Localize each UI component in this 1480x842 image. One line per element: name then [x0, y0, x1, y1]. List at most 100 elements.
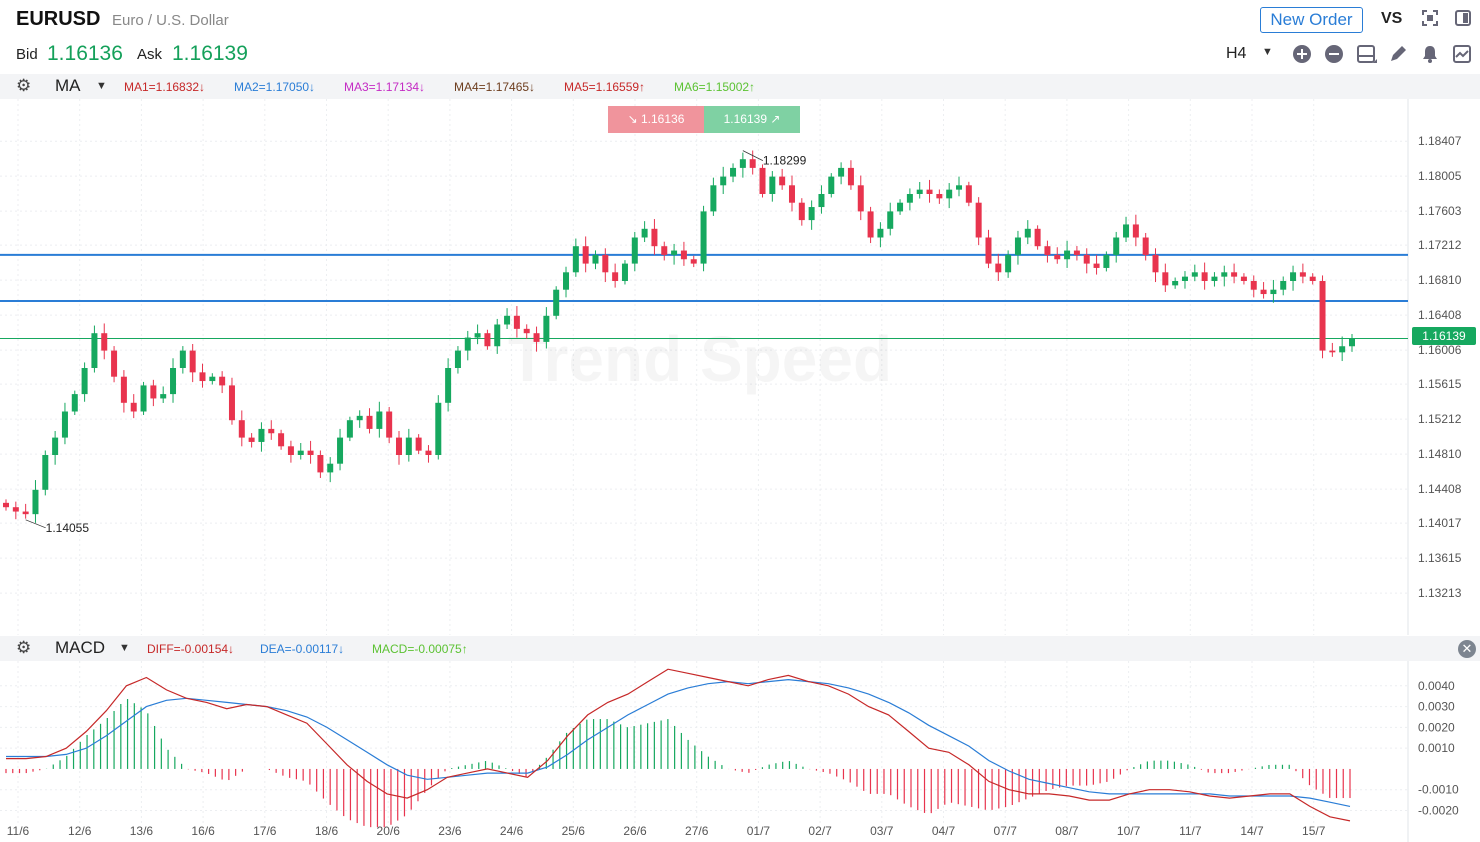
candle-body[interactable]: [1054, 254, 1061, 260]
candle-body[interactable]: [376, 411, 383, 429]
candle-body[interactable]: [936, 194, 943, 199]
candle-body[interactable]: [1309, 276, 1316, 281]
candle-body[interactable]: [258, 428, 265, 442]
candle-body[interactable]: [1260, 289, 1267, 295]
candle-body[interactable]: [867, 211, 874, 238]
candle-body[interactable]: [199, 372, 206, 382]
candle-body[interactable]: [297, 450, 304, 455]
candle-body[interactable]: [1162, 272, 1169, 286]
candle-body[interactable]: [1211, 276, 1218, 281]
candle-body[interactable]: [533, 333, 540, 342]
candle-body[interactable]: [1201, 272, 1208, 281]
candle-body[interactable]: [769, 176, 776, 194]
candle-body[interactable]: [916, 189, 923, 194]
candle-body[interactable]: [926, 189, 933, 194]
candle-body[interactable]: [42, 455, 49, 490]
candle-body[interactable]: [1250, 281, 1257, 290]
candle-body[interactable]: [1073, 250, 1080, 255]
candle-body[interactable]: [1034, 228, 1041, 247]
candle-body[interactable]: [1005, 254, 1012, 273]
candle-body[interactable]: [641, 228, 648, 238]
candle-body[interactable]: [563, 272, 570, 290]
candle-body[interactable]: [1299, 272, 1306, 277]
candle-body[interactable]: [386, 411, 393, 438]
candle-body[interactable]: [671, 250, 678, 255]
candle-body[interactable]: [1024, 228, 1031, 238]
candle-body[interactable]: [91, 333, 98, 368]
candle-body[interactable]: [268, 428, 275, 434]
candle-body[interactable]: [405, 437, 412, 455]
price-chart[interactable]: Trend Speed 1.18299 1.14055 1.18407 1.1800…: [0, 99, 1480, 635]
layout-icon[interactable]: [1356, 44, 1377, 64]
zoom-in-icon[interactable]: [1292, 44, 1312, 64]
candle-body[interactable]: [975, 202, 982, 238]
candle-body[interactable]: [189, 350, 196, 373]
fullscreen-icon[interactable]: [1420, 9, 1440, 29]
macd-chart[interactable]: 0.0040 0.0030 0.0020 0.0010 -0.0010 -0.0020 1…: [0, 661, 1480, 842]
candle-body[interactable]: [278, 433, 285, 447]
candle-body[interactable]: [287, 446, 294, 455]
vs-button[interactable]: VS: [1381, 10, 1403, 27]
candle-body[interactable]: [474, 333, 481, 338]
candle-body[interactable]: [1152, 254, 1159, 273]
candle-body[interactable]: [621, 263, 628, 281]
candle-body[interactable]: [464, 337, 471, 351]
candle-body[interactable]: [897, 202, 904, 212]
candle-body[interactable]: [150, 385, 157, 399]
candle-body[interactable]: [445, 368, 452, 403]
candle-body[interactable]: [985, 237, 992, 264]
candle-body[interactable]: [739, 159, 746, 168]
candle-body[interactable]: [317, 455, 324, 473]
candle-body[interactable]: [798, 202, 805, 221]
candle-body[interactable]: [1270, 289, 1277, 295]
candle-body[interactable]: [1339, 346, 1346, 353]
candle-body[interactable]: [543, 315, 550, 342]
candle-body[interactable]: [828, 176, 835, 194]
candle-body[interactable]: [337, 437, 344, 464]
candle-body[interactable]: [209, 376, 216, 382]
close-icon[interactable]: ✕: [1458, 640, 1476, 658]
candle-body[interactable]: [307, 450, 314, 455]
candle-body[interactable]: [504, 315, 511, 325]
candle-body[interactable]: [346, 420, 353, 438]
candle-body[interactable]: [602, 254, 609, 273]
candle-body[interactable]: [238, 420, 245, 438]
candle-body[interactable]: [228, 385, 235, 421]
candle-body[interactable]: [1113, 237, 1120, 255]
candle-body[interactable]: [582, 246, 589, 264]
candle-body[interactable]: [494, 324, 501, 347]
candle-body[interactable]: [956, 185, 963, 190]
candle-body[interactable]: [749, 159, 756, 168]
sell-price-button[interactable]: ↘ 1.16136: [608, 106, 704, 133]
macd-chevron-down-icon[interactable]: ▼: [119, 642, 130, 654]
candle-body[interactable]: [1132, 224, 1139, 238]
candle-body[interactable]: [111, 350, 118, 377]
candle-body[interactable]: [1181, 276, 1188, 281]
candle-body[interactable]: [1329, 350, 1336, 353]
indicator-icon[interactable]: [1452, 44, 1472, 64]
candle-body[interactable]: [179, 350, 186, 368]
candle-body[interactable]: [1123, 224, 1130, 238]
candle-body[interactable]: [22, 511, 29, 515]
candle-body[interactable]: [513, 315, 520, 329]
candle-body[interactable]: [857, 185, 864, 212]
candle-body[interactable]: [779, 176, 786, 186]
candle-body[interactable]: [32, 489, 39, 515]
candle-body[interactable]: [130, 402, 137, 412]
pencil-icon[interactable]: [1388, 44, 1408, 64]
candle-body[interactable]: [454, 350, 461, 368]
ma-settings-gear-icon[interactable]: ⚙: [16, 76, 32, 95]
candle-body[interactable]: [553, 289, 560, 316]
candle-body[interactable]: [327, 463, 334, 473]
candle-body[interactable]: [81, 368, 88, 395]
candle-body[interactable]: [1014, 237, 1021, 255]
candle-body[interactable]: [1231, 272, 1238, 277]
candle-body[interactable]: [1142, 237, 1149, 255]
candle-body[interactable]: [838, 167, 845, 177]
candle-body[interactable]: [52, 437, 59, 455]
candle-body[interactable]: [759, 167, 766, 194]
timeframe-select[interactable]: H4: [1226, 45, 1247, 62]
candle-body[interactable]: [366, 415, 373, 429]
candle-body[interactable]: [906, 194, 913, 203]
candle-body[interactable]: [425, 450, 432, 455]
